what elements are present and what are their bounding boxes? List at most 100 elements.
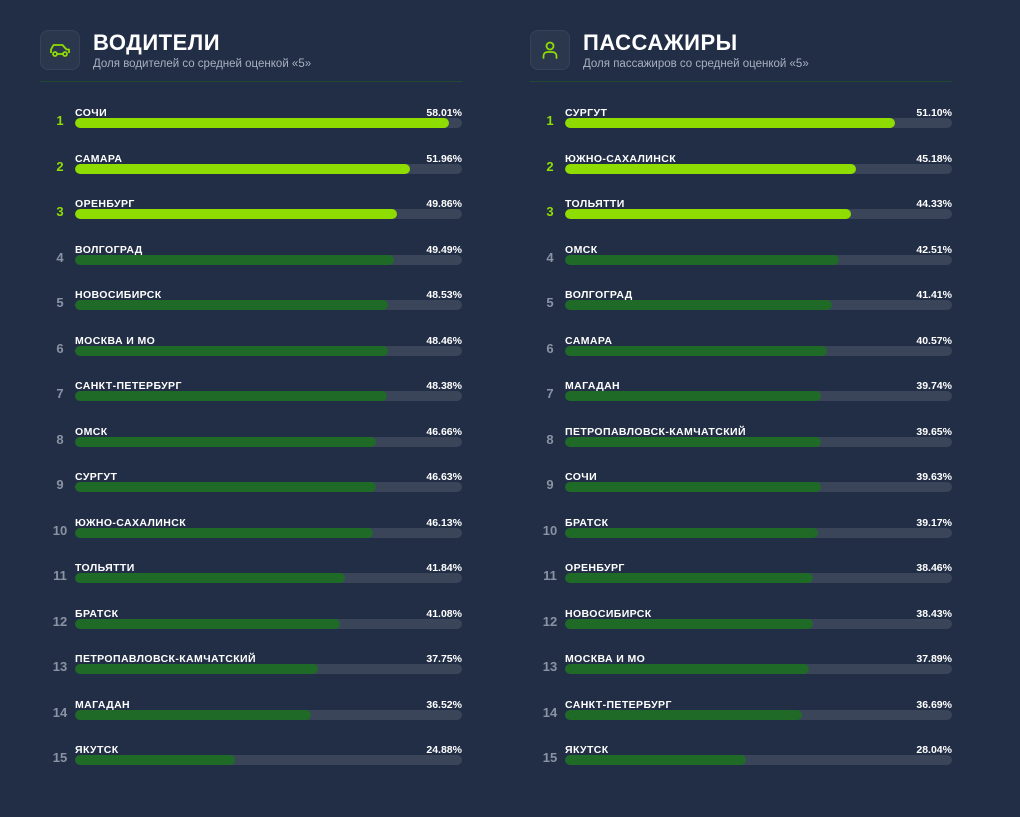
progress-fill xyxy=(565,163,857,174)
city-name: ВОЛГОГРАД xyxy=(565,289,633,301)
car-icon xyxy=(40,30,80,70)
percent-value: 49.49% xyxy=(426,243,462,256)
rank-number: 1 xyxy=(546,113,554,128)
percent-value: 44.33% xyxy=(916,198,952,210)
progress-track xyxy=(75,755,462,765)
progress-track xyxy=(565,300,952,310)
progress-track xyxy=(565,664,952,674)
city-name: ТОЛЬЯТТИ xyxy=(75,562,135,574)
ranking-row: 9 СУРГУТ 46.63% xyxy=(40,471,462,517)
city-name: ЮЖНО-САХАЛИНСК xyxy=(75,516,187,529)
ranking-row: 8 ОМСК 46.66% xyxy=(40,426,462,472)
drivers-title: ВОДИТЕЛИ xyxy=(93,29,221,55)
city-name: ОРЕНБУРГ xyxy=(565,562,625,574)
progress-fill xyxy=(75,209,397,219)
percent-value: 51.96% xyxy=(426,152,462,165)
city-name: НОВОСИБИРСК xyxy=(565,607,652,620)
rank-number: 2 xyxy=(546,158,554,174)
ranking-row: 9 СОЧИ 39.63% xyxy=(530,471,952,517)
ranking-row: 4 ОМСК 42.51% xyxy=(530,244,952,290)
percent-value: 36.69% xyxy=(916,698,952,711)
ranking-row: 2 ЮЖНО-САХАЛИНСК 45.18% xyxy=(530,153,952,199)
progress-track xyxy=(75,118,462,128)
percent-value: 49.86% xyxy=(426,198,462,210)
progress-track xyxy=(75,436,462,447)
progress-fill xyxy=(75,163,411,174)
city-name: САМАРА xyxy=(75,152,123,165)
progress-fill xyxy=(565,664,810,674)
progress-track xyxy=(75,709,462,720)
city-name: САМАРА xyxy=(565,334,613,347)
rank-number: 11 xyxy=(543,568,557,583)
percent-value: 38.43% xyxy=(916,607,952,620)
rank-number: 2 xyxy=(56,158,64,174)
progress-track xyxy=(565,118,952,128)
ranking-row: 5 ВОЛГОГРАД 41.41% xyxy=(530,289,952,335)
percent-value: 36.52% xyxy=(426,698,462,711)
percent-value: 37.75% xyxy=(426,653,462,665)
progress-track xyxy=(565,755,952,765)
rank-number: 15 xyxy=(542,750,558,765)
city-name: ЮЖНО-САХАЛИНСК xyxy=(565,152,677,165)
ranking-row: 7 САНКТ-ПЕТЕРБУРГ 48.38% xyxy=(40,380,462,426)
progress-track xyxy=(565,163,952,174)
ranking-row: 11 ТОЛЬЯТТИ 41.84% xyxy=(40,562,462,608)
progress-track xyxy=(565,254,952,265)
percent-value: 42.51% xyxy=(916,243,952,256)
rank-number: 5 xyxy=(546,295,554,310)
progress-fill xyxy=(75,527,373,538)
percent-value: 41.08% xyxy=(426,607,462,620)
city-name: МОСКВА И МО xyxy=(75,334,156,347)
passengers-header: ПАССАЖИРЫ Доля пассажиров со средней оце… xyxy=(530,28,952,72)
divider xyxy=(530,81,952,82)
drivers-subtitle: Доля водителей со средней оценкой «5» xyxy=(93,57,312,70)
progress-track xyxy=(75,664,462,674)
ranking-row: 3 ОРЕНБУРГ 49.86% xyxy=(40,198,462,244)
passengers-panel: ПАССАЖИРЫ Доля пассажиров со средней оце… xyxy=(530,28,952,790)
rank-number: 8 xyxy=(546,431,554,447)
progress-fill xyxy=(75,254,395,265)
rank-number: 15 xyxy=(52,750,68,765)
percent-value: 51.10% xyxy=(916,107,952,119)
percent-value: 38.46% xyxy=(916,562,952,574)
percent-value: 39.74% xyxy=(916,380,952,392)
ranking-row: 14 САНКТ-ПЕТЕРБУРГ 36.69% xyxy=(530,699,952,745)
rank-number: 1 xyxy=(56,113,64,128)
ranking-row: 4 ВОЛГОГРАД 49.49% xyxy=(40,244,462,290)
city-name: ОРЕНБУРГ xyxy=(75,198,135,210)
rank-number: 3 xyxy=(546,204,554,219)
ranking-row: 2 САМАРА 51.96% xyxy=(40,153,462,199)
ranking-row: 13 ПЕТРОПАВЛОВСК-КАМЧАТСКИЙ 37.75% xyxy=(40,653,462,699)
progress-fill xyxy=(75,391,388,401)
progress-track xyxy=(565,391,952,401)
city-name: СУРГУТ xyxy=(75,471,118,483)
divider xyxy=(40,81,462,82)
ranking-row: 6 САМАРА 40.57% xyxy=(530,335,952,381)
progress-track xyxy=(75,300,462,310)
progress-fill xyxy=(565,482,821,492)
progress-track xyxy=(75,345,462,356)
city-name: СУРГУТ xyxy=(565,107,608,119)
progress-fill xyxy=(75,482,376,492)
city-name: НОВОСИБИРСК xyxy=(75,289,162,301)
city-name: БРАТСК xyxy=(75,607,119,620)
city-name: ОМСК xyxy=(75,425,108,438)
rank-number: 13 xyxy=(52,659,68,674)
progress-track xyxy=(75,254,462,265)
progress-fill xyxy=(75,345,388,356)
ranking-row: 3 ТОЛЬЯТТИ 44.33% xyxy=(530,198,952,244)
progress-fill xyxy=(565,254,840,265)
percent-value: 40.57% xyxy=(916,334,952,347)
rank-number: 5 xyxy=(56,295,64,310)
ranking-row: 15 ЯКУТСК 24.88% xyxy=(40,744,462,790)
city-name: ТОЛЬЯТТИ xyxy=(565,198,625,210)
progress-track xyxy=(75,527,462,538)
progress-fill xyxy=(75,573,345,583)
city-name: ПЕТРОПАВЛОВСК-КАМЧАТСКИЙ xyxy=(565,425,746,438)
city-name: ВОЛГОГРАД xyxy=(75,243,143,256)
rank-number: 3 xyxy=(56,204,64,219)
progress-fill xyxy=(565,209,851,219)
ranking-row: 12 НОВОСИБИРСК 38.43% xyxy=(530,608,952,654)
progress-track xyxy=(75,163,462,174)
ranking-row: 15 ЯКУТСК 28.04% xyxy=(530,744,952,790)
